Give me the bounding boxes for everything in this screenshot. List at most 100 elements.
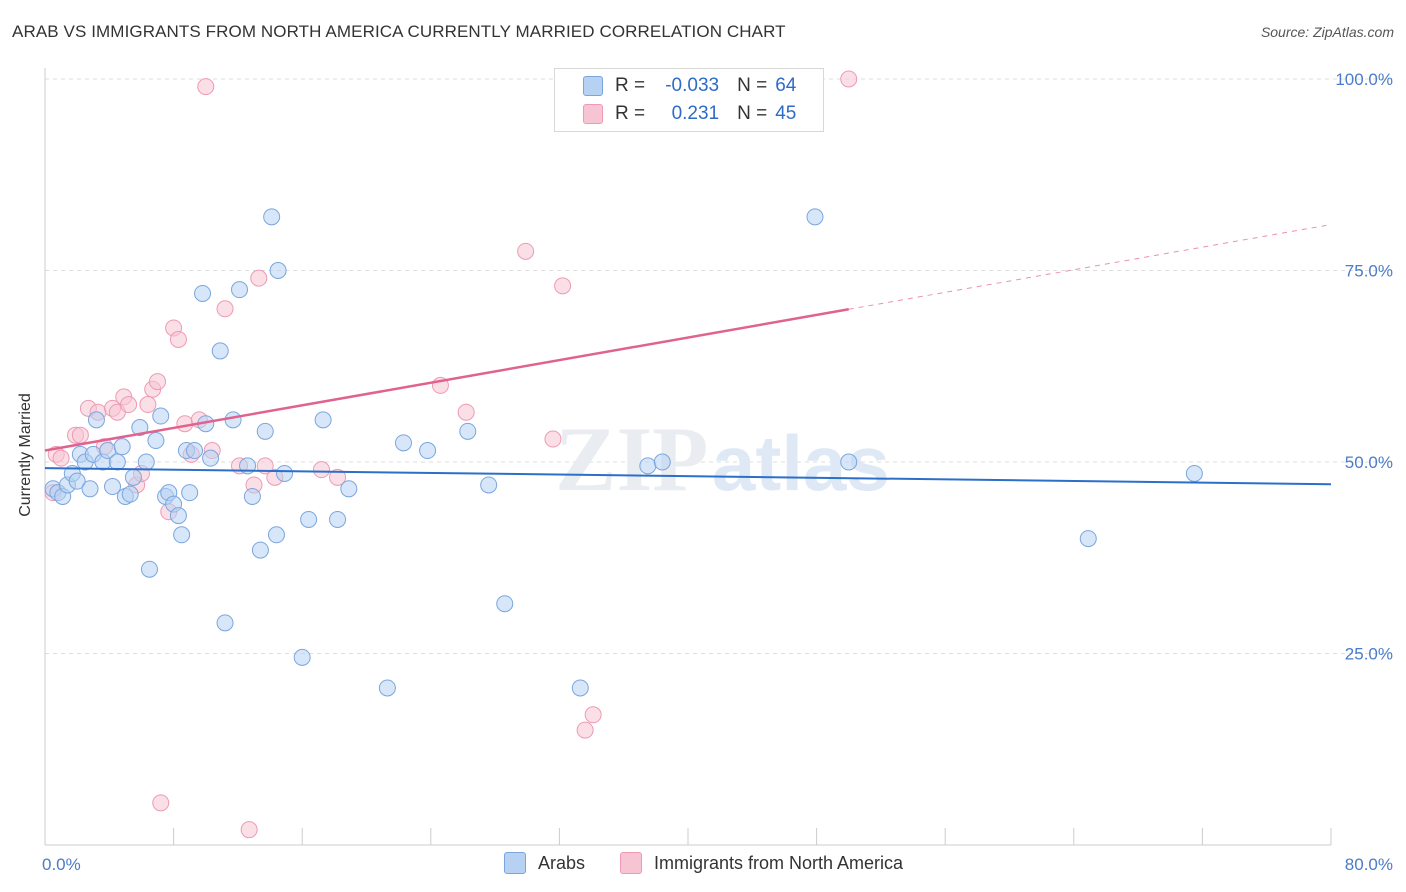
- arabs-point: [276, 464, 294, 482]
- arabs-point: [314, 411, 332, 429]
- arabs-point: [152, 407, 170, 425]
- arabs-r-label: R =: [615, 75, 646, 96]
- arabs-point: [140, 560, 158, 578]
- arabs-point: [378, 679, 396, 697]
- immigrants-point: [197, 78, 215, 96]
- arabs-n-value: 64: [775, 75, 797, 96]
- immigrants-point: [517, 242, 535, 260]
- legend-immigrants-swatch: [620, 852, 642, 874]
- arabs-point: [87, 411, 105, 429]
- arabs-point: [211, 342, 229, 360]
- immigrants-point: [250, 269, 268, 287]
- arabs-point: [639, 457, 657, 475]
- immigrants-point: [240, 821, 258, 839]
- legend-arabs-label: Arabs: [538, 852, 586, 873]
- y-tick-label: 50.0%: [1345, 453, 1393, 472]
- trend-lines: [44, 224, 1332, 486]
- immigrants-point: [312, 461, 330, 479]
- immigrants-trend-line: [44, 308, 849, 452]
- x-tick-label: 80.0%: [1345, 855, 1393, 874]
- arabs-point: [137, 453, 155, 471]
- immigrants-point: [576, 721, 594, 739]
- arabs-point: [104, 478, 122, 496]
- arabs-point: [202, 449, 220, 467]
- arabs-point: [263, 208, 281, 226]
- immigrants-point: [544, 430, 562, 448]
- arabs-point: [1185, 464, 1203, 482]
- correlation-legend: R = -0.033 N = 64 R = 0.231 N = 45: [554, 68, 824, 132]
- immigrants-point: [329, 468, 347, 486]
- arabs-point: [194, 284, 212, 302]
- x-tick-label: 0.0%: [42, 855, 81, 874]
- immigrants-point: [256, 457, 274, 475]
- immigrants-point: [169, 330, 187, 348]
- legend-item-arabs: Arabs: [504, 852, 585, 874]
- arabs-trend-line: [44, 467, 1332, 486]
- immigrants-n-label: N =: [737, 103, 768, 124]
- arabs-r-value: -0.033: [665, 75, 720, 96]
- arabs-points: [44, 208, 1203, 697]
- immigrants-n-value: 45: [775, 103, 797, 124]
- y-tick-label: 25.0%: [1345, 645, 1393, 664]
- immigrants-swatch: [583, 104, 603, 124]
- arabs-point: [300, 510, 318, 528]
- arabs-point: [108, 453, 126, 471]
- arabs-point: [181, 484, 199, 502]
- arabs-point: [173, 526, 191, 544]
- immigrants-point: [71, 426, 89, 444]
- arabs-swatch: [583, 76, 603, 96]
- arabs-point: [147, 432, 165, 450]
- series-legend: Arabs Immigrants from North America: [0, 852, 1406, 876]
- watermark-zip: ZIP: [555, 408, 708, 510]
- immigrants-point: [840, 70, 858, 88]
- watermark: ZIP atlas: [555, 408, 890, 510]
- legend-arabs-swatch: [504, 852, 526, 874]
- arabs-point: [251, 541, 269, 559]
- arabs-point: [496, 595, 514, 613]
- immigrants-r-value: 0.231: [671, 103, 720, 124]
- arabs-point: [216, 614, 234, 632]
- arabs-point: [124, 468, 142, 486]
- arabs-point: [571, 679, 589, 697]
- arabs-point: [269, 262, 287, 279]
- arabs-point: [419, 442, 437, 460]
- arabs-point: [480, 476, 498, 494]
- legend-row-immigrants: R = 0.231 N = 45: [555, 101, 796, 127]
- arabs-point: [293, 648, 311, 666]
- arabs-point: [459, 422, 477, 440]
- arabs-point: [340, 480, 358, 498]
- tick-labels: 25.0% 50.0% 75.0% 100.0% 0.0% 80.0%: [42, 70, 1393, 874]
- arabs-point: [113, 438, 131, 456]
- immigrants-point: [554, 277, 572, 295]
- immigrants-point: [139, 396, 157, 414]
- immigrants-point: [216, 300, 234, 318]
- y-tick-label: 75.0%: [1345, 262, 1393, 281]
- immigrants-point: [457, 403, 475, 421]
- arabs-point: [394, 434, 412, 452]
- legend-immigrants-label: Immigrants from North America: [654, 852, 904, 873]
- arabs-point: [131, 419, 149, 437]
- legend-item-immigrants: Immigrants from North America: [620, 852, 903, 874]
- arabs-point: [231, 281, 249, 299]
- arabs-point: [81, 480, 99, 498]
- y-tick-label: 100.0%: [1335, 70, 1393, 89]
- immigrants-point: [152, 794, 170, 812]
- arabs-point: [243, 487, 261, 505]
- arabs-point: [68, 472, 86, 490]
- legend-row-arabs: R = -0.033 N = 64: [555, 73, 796, 99]
- arabs-point: [840, 453, 858, 471]
- watermark-atlas: atlas: [712, 419, 890, 507]
- arabs-point: [653, 453, 671, 471]
- immigrants-point: [120, 396, 138, 414]
- arabs-point: [806, 208, 824, 226]
- immigrants-point: [52, 449, 70, 467]
- immigrants-r-label: R =: [615, 103, 646, 124]
- source-credit: Source: ZipAtlas.com: [1260, 24, 1394, 40]
- immigrants-trend-extension: [848, 224, 1332, 310]
- arabs-point: [169, 507, 187, 525]
- arabs-point: [329, 510, 347, 528]
- axes: [44, 68, 1332, 846]
- arabs-point: [185, 442, 203, 460]
- arabs-point: [267, 526, 285, 544]
